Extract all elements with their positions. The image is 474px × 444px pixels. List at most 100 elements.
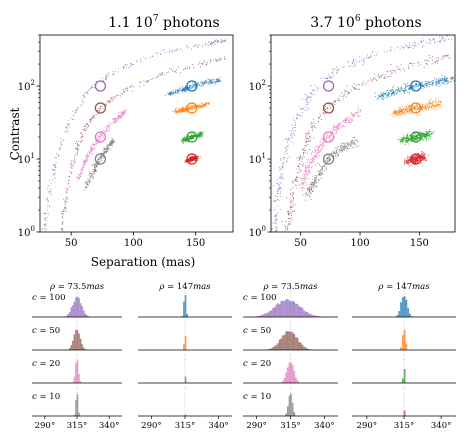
scatter-point xyxy=(123,111,125,113)
x-tick-label: 100 xyxy=(124,238,143,249)
scatter-point xyxy=(341,145,343,147)
scatter-point xyxy=(320,142,323,144)
scatter-point xyxy=(109,144,111,146)
scatter-point xyxy=(350,111,352,114)
scatter-point xyxy=(187,135,189,137)
scatter-point xyxy=(190,158,192,160)
scatter-point xyxy=(377,51,379,53)
scatter-point xyxy=(193,137,195,139)
scatter-point xyxy=(401,105,404,107)
true-position-marker-0 xyxy=(322,80,335,92)
scatter-point xyxy=(90,87,92,89)
scatter-point xyxy=(82,101,84,103)
scatter-point xyxy=(356,115,358,117)
scatter-point xyxy=(104,131,106,133)
scatter-point xyxy=(422,40,425,42)
hist-bar xyxy=(65,315,68,317)
y-tick-label: 102 xyxy=(18,79,35,93)
y-tick-label: 100 xyxy=(249,225,266,239)
scatter-point xyxy=(403,111,405,113)
scatter-point xyxy=(367,80,369,82)
scatter-point xyxy=(380,76,382,78)
scatter-point xyxy=(199,62,201,64)
scatter-point xyxy=(390,75,392,77)
scatter-point xyxy=(346,118,348,120)
scatter-point xyxy=(190,87,192,89)
scatter-point xyxy=(413,136,415,138)
scatter-point xyxy=(412,137,414,140)
scatter-point xyxy=(430,40,432,42)
scatter-point xyxy=(374,92,376,94)
scatter-point xyxy=(437,104,439,106)
scatter-point xyxy=(88,173,90,175)
scatter-point xyxy=(337,69,339,71)
hist-bar xyxy=(295,303,297,317)
scatter-point xyxy=(425,140,428,142)
scatter-point xyxy=(436,84,438,86)
scatter-point xyxy=(317,117,319,119)
scatter-point xyxy=(397,86,399,88)
scatter-point xyxy=(215,40,217,43)
scatter-point xyxy=(315,186,317,188)
scatter-point xyxy=(124,109,127,111)
scatter-point xyxy=(429,103,431,105)
scatter-point xyxy=(320,175,322,177)
scatter-point xyxy=(286,161,288,163)
scatter-point xyxy=(324,167,326,169)
scatter-point xyxy=(140,58,142,60)
scatter-point xyxy=(93,170,95,172)
scatter-point xyxy=(89,181,91,183)
scatter-point xyxy=(306,152,308,154)
scatter-point xyxy=(205,80,207,82)
scatter-point xyxy=(85,182,87,184)
scatter-point xyxy=(425,136,427,138)
scatter-point xyxy=(351,142,353,144)
scatter-point xyxy=(416,162,418,164)
scatter-point xyxy=(311,92,313,94)
scatter-point xyxy=(307,171,310,173)
scatter-point xyxy=(191,157,193,159)
scatter-point xyxy=(81,99,83,101)
scatter-point xyxy=(194,136,196,138)
scatter-point xyxy=(311,159,313,162)
scatter-point xyxy=(89,172,92,174)
scatter-point xyxy=(186,67,188,69)
scatter-point xyxy=(353,58,355,61)
scatter-point xyxy=(124,90,126,92)
scatter-point xyxy=(370,54,372,56)
scatter-point xyxy=(399,110,401,112)
hist-bar xyxy=(267,312,270,317)
scatter-point xyxy=(190,106,192,108)
hist-bar xyxy=(184,295,187,317)
scatter-point xyxy=(354,62,356,64)
scatter-point xyxy=(336,150,338,153)
scatter-point xyxy=(372,80,374,82)
scatter-point xyxy=(159,53,162,56)
scatter-point xyxy=(378,76,380,78)
scatter-point xyxy=(413,62,415,65)
scatter-point xyxy=(444,78,446,80)
scatter-point xyxy=(280,158,282,160)
scatter-point xyxy=(428,100,430,102)
scatter-point xyxy=(415,45,417,47)
scatter-point xyxy=(149,57,151,59)
scatter-point xyxy=(284,138,286,140)
scatter-point xyxy=(122,111,125,113)
scatter-point xyxy=(301,183,303,185)
scatter-point xyxy=(88,125,90,127)
scatter-point xyxy=(408,139,410,142)
scatter-point xyxy=(414,154,416,157)
scatter-point xyxy=(61,211,63,213)
scatter-point xyxy=(76,180,78,182)
scatter-point xyxy=(315,155,317,157)
scatter-point xyxy=(175,108,177,110)
scatter-point xyxy=(288,156,290,158)
scatter-point xyxy=(385,96,387,98)
scatter-point xyxy=(414,140,416,142)
scatter-point xyxy=(421,82,423,84)
rho-symbol: ρ xyxy=(49,282,55,292)
scatter-point xyxy=(424,86,426,89)
scatter-point xyxy=(404,89,406,91)
scatter-point xyxy=(289,200,291,202)
